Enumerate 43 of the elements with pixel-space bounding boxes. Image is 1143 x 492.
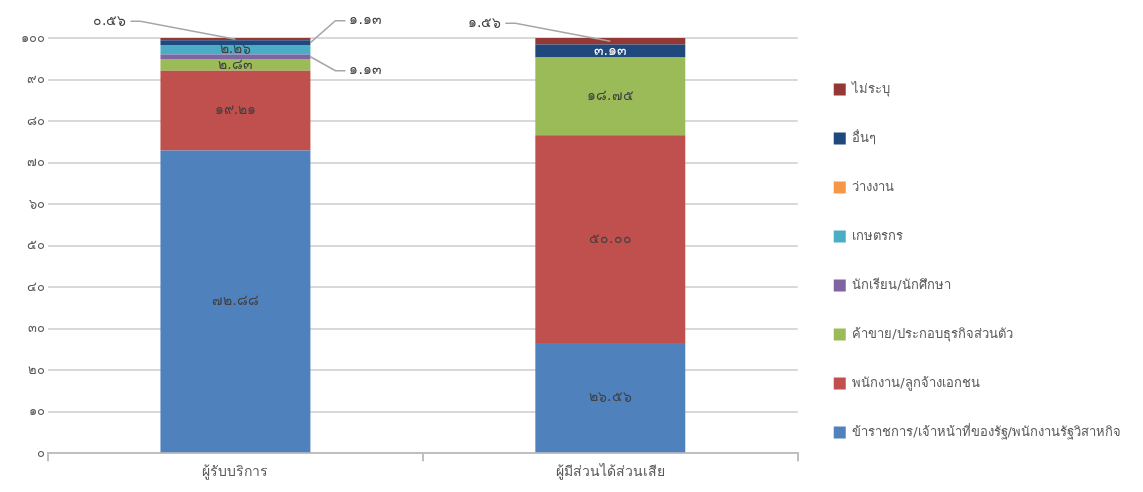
bar — [160, 150, 311, 453]
bar — [535, 44, 686, 58]
legend-label: อื่นๆ — [852, 128, 877, 145]
y-tick-label: ๑๐ — [29, 403, 45, 419]
y-tick-label: ๑๐๐ — [21, 29, 45, 45]
data-label: ๑๘.๗๕ — [587, 87, 634, 104]
data-label: ๗๒.๘๘ — [212, 292, 259, 309]
data-label: ๑๙.๒๑ — [214, 101, 257, 118]
data-label: ๑.๑๓ — [349, 61, 382, 78]
bar — [160, 70, 311, 151]
bar — [535, 342, 686, 453]
y-tick-label: ๗๐ — [27, 154, 45, 170]
y-tick-label: ๙๐ — [27, 71, 45, 87]
legend-label: เกษตรกร — [852, 227, 904, 243]
bar — [535, 135, 686, 343]
data-label: ๑.๑๓ — [349, 11, 382, 28]
legend-label: ว่างงาน — [852, 178, 895, 194]
x-tick-label: ผู้มีส่วนได้ส่วนเสีย — [555, 463, 665, 481]
bar — [160, 40, 311, 46]
y-tick-label: ๘๐ — [27, 112, 45, 128]
legend-label: ไม่ระบุ — [851, 80, 891, 97]
data-label: ๕๐.๐๐ — [589, 229, 632, 246]
legend-label: พนักงาน/ลูกจ้างเอกชน — [852, 374, 980, 391]
y-tick-label: ๓๐ — [28, 320, 45, 336]
bar — [535, 57, 686, 136]
data-label: ๓.๑๓ — [593, 41, 628, 58]
bar — [160, 54, 311, 60]
legend-label: นักเรียน/นักศึกษา — [852, 276, 951, 292]
data-label: ๒๖.๕๖ — [589, 388, 632, 405]
data-label: ๒.๘๓ — [218, 55, 253, 72]
bar — [535, 38, 686, 45]
legend-label: ข้าราชการ/เจ้าหน้าที่ของรัฐ/พนักงานรัฐวิสาหกิจ — [852, 422, 1122, 440]
y-tick-label: ๖๐ — [29, 195, 45, 211]
data-label: ๐.๕๖ — [93, 11, 127, 28]
x-tick-label: ผู้รับบริการ — [202, 463, 269, 481]
legend-label: ค้าขาย/ประกอบธุรกิจส่วนตัว — [852, 325, 1013, 342]
data-label: ๒.๒๖ — [219, 40, 252, 57]
y-tick-label: ๒๐ — [28, 361, 45, 377]
y-tick-label: ๔๐ — [27, 278, 45, 294]
bar — [160, 59, 311, 71]
y-tick-label: ๕๐ — [27, 237, 45, 253]
data-label: ๑.๕๖ — [467, 13, 502, 30]
y-tick-label: ๐ — [37, 444, 45, 460]
